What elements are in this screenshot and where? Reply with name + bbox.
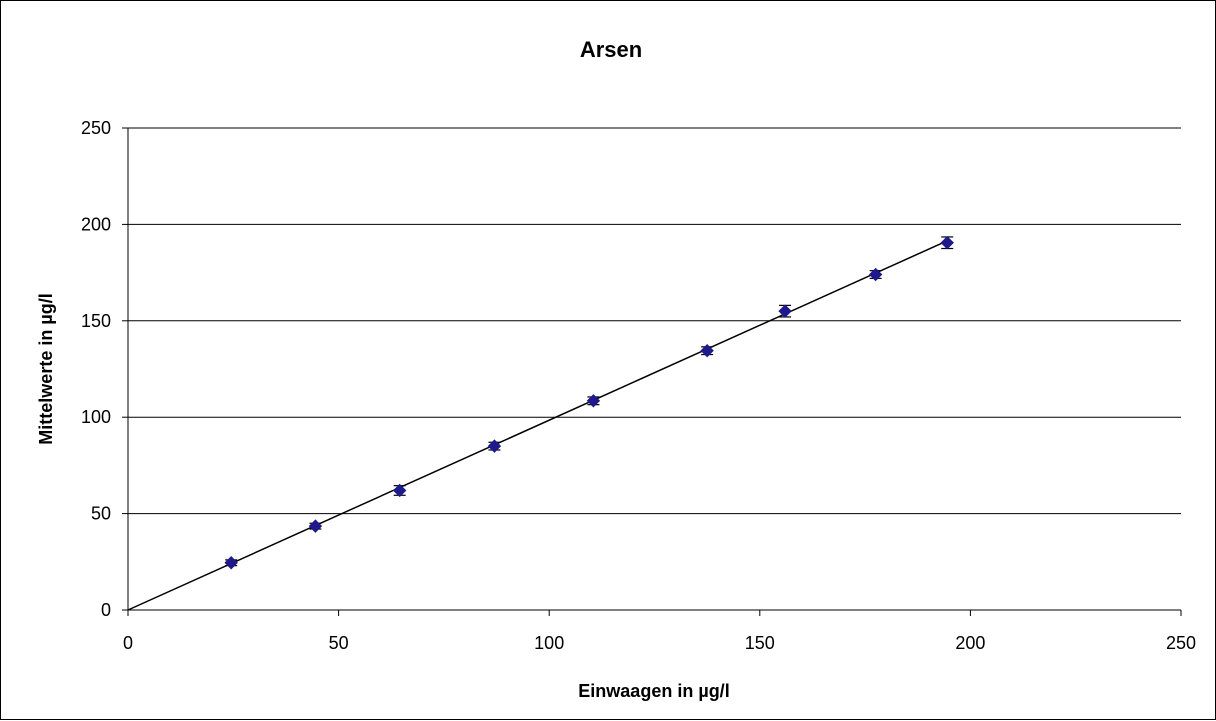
x-axis-label: Einwaagen in µg/l xyxy=(578,681,729,701)
y-tick-label: 0 xyxy=(101,600,111,620)
y-tick-label: 50 xyxy=(91,504,111,524)
data-point xyxy=(308,519,323,533)
data-point xyxy=(392,483,407,498)
data-point xyxy=(700,343,714,358)
data-point xyxy=(224,556,238,570)
y-tick-label: 150 xyxy=(81,311,111,331)
data-point xyxy=(487,439,502,453)
x-tick-label: 0 xyxy=(123,633,133,653)
y-tick-label: 100 xyxy=(81,407,111,427)
y-axis-label: Mittelwerte in µg/l xyxy=(36,293,56,444)
data-point xyxy=(868,267,883,282)
chart-title: Arsen xyxy=(580,37,642,62)
data-points xyxy=(224,236,954,570)
ticks: 0 50 100 150 200 250 0 50 100 150 200 250 xyxy=(81,118,1196,653)
x-tick-label: 200 xyxy=(955,633,985,653)
y-tick-label: 250 xyxy=(81,118,111,138)
x-tick-label: 100 xyxy=(534,633,564,653)
plot-area xyxy=(128,128,1181,610)
x-tick-label: 150 xyxy=(745,633,775,653)
x-tick-label: 250 xyxy=(1166,633,1196,653)
grid-lines xyxy=(128,127,1181,515)
trendline-group xyxy=(127,240,948,611)
data-point xyxy=(940,236,954,250)
data-point xyxy=(586,394,601,408)
data-point xyxy=(778,304,792,318)
y-tick-label: 200 xyxy=(81,214,111,234)
trendline xyxy=(127,240,948,611)
x-tick-label: 50 xyxy=(329,633,349,653)
